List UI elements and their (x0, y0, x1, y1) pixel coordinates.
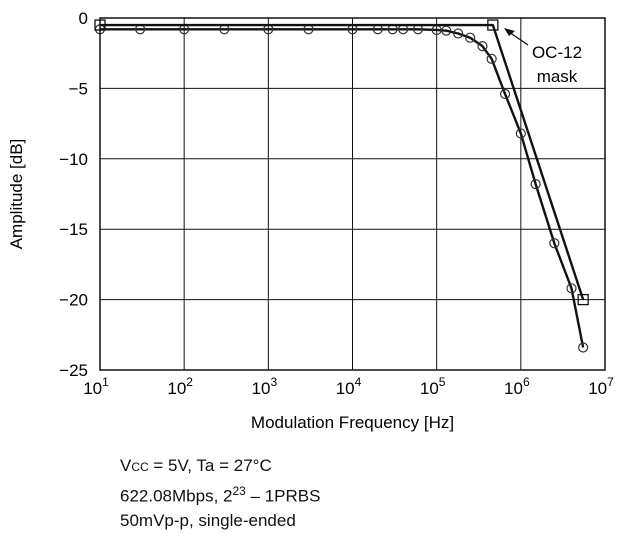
y-tick-label: −20 (59, 291, 88, 310)
series-line-1 (100, 28, 585, 348)
y-tick-label: −5 (69, 79, 88, 98)
series-line-2 (100, 23, 585, 300)
x-tick-label: 107 (588, 375, 614, 398)
test-conditions: VCC = 5V, Ta = 27°C 622.08Mbps, 223 – 1P… (120, 454, 320, 533)
y-axis-label: Amplitude [dB] (7, 139, 26, 250)
grid (100, 18, 605, 370)
annotation-label: OC-12 (532, 43, 582, 62)
x-tick-label: 103 (252, 375, 278, 398)
series-layer (94, 19, 589, 353)
data-point-circle (549, 238, 560, 249)
annotation-label: mask (537, 67, 578, 86)
mask-annotation: OC-12 mask (504, 28, 582, 86)
annotation-arrowhead (504, 28, 515, 36)
condition-input: 50mVp-p, single-ended (120, 510, 296, 530)
tick-labels: 101 102 103 104 105 106 107 0 −5 −10 −15 −20 −25 (59, 9, 614, 398)
x-tick-label: 104 (336, 375, 362, 398)
data-point-square (487, 19, 499, 31)
condition-supply: VCC = 5V, Ta = 27°C (120, 456, 272, 475)
x-axis-label: Modulation Frequency [Hz] (251, 413, 454, 432)
data-point-circle (578, 342, 589, 353)
chart: 101 102 103 104 105 106 107 0 −5 −10 −15 −20 −25 Mod… (7, 9, 614, 432)
data-point-circle (566, 283, 577, 294)
y-tick-label: −15 (59, 220, 88, 239)
x-tick-label: 102 (167, 375, 193, 398)
y-tick-label: −25 (59, 361, 88, 380)
plot-frame (99, 17, 606, 371)
condition-datarate: 622.08Mbps, 223 – 1PRBS (120, 484, 321, 506)
data-point-square (577, 293, 589, 306)
x-tick-label: 101 (83, 375, 109, 398)
data-point-circle (453, 28, 464, 39)
data-point-circle (465, 32, 476, 43)
data-point-circle (486, 53, 497, 64)
data-point-circle (499, 88, 511, 100)
y-tick-label: −10 (59, 150, 88, 169)
data-point-circle (515, 128, 526, 139)
data-point-circle (477, 41, 488, 52)
data-point-circle (530, 179, 541, 190)
x-tick-label: 105 (420, 375, 446, 398)
annotation-arrow (508, 31, 529, 46)
y-tick-label: 0 (79, 9, 88, 28)
x-tick-label: 106 (504, 375, 530, 398)
